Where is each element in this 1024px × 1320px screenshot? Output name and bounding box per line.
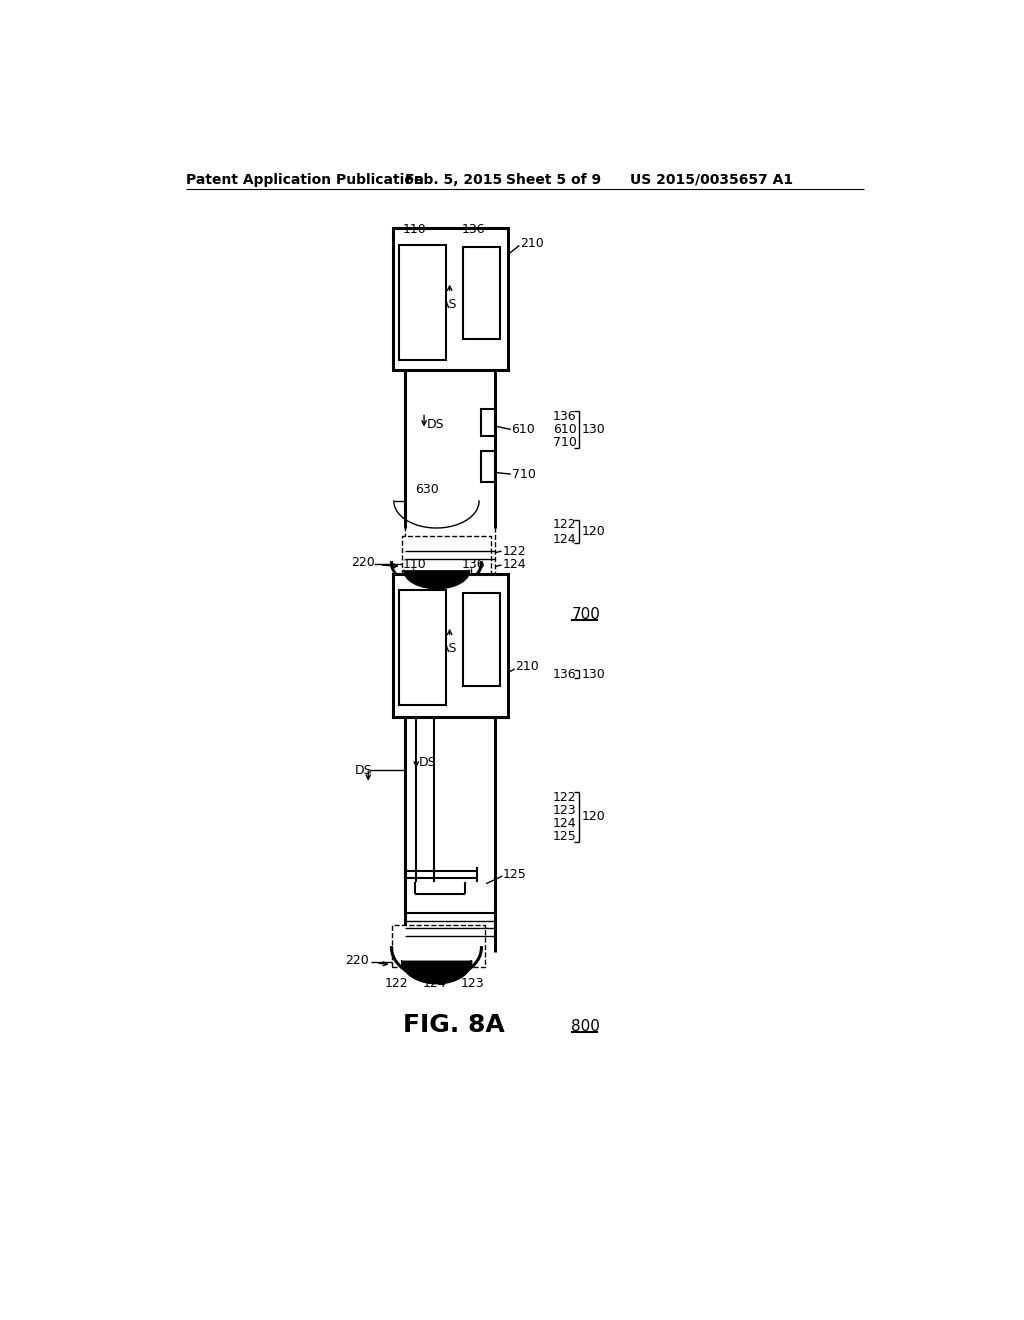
Text: US 2015/0035657 A1: US 2015/0035657 A1 bbox=[630, 173, 794, 187]
Text: FIG. 7: FIG. 7 bbox=[419, 601, 501, 624]
Text: DS: DS bbox=[426, 417, 444, 430]
Text: 220: 220 bbox=[351, 556, 375, 569]
Text: 220: 220 bbox=[345, 954, 369, 968]
Text: 110: 110 bbox=[403, 558, 427, 572]
Text: 130: 130 bbox=[583, 422, 606, 436]
Text: 120: 120 bbox=[583, 810, 606, 824]
Text: 210: 210 bbox=[520, 236, 544, 249]
Text: 124: 124 bbox=[423, 977, 446, 990]
Text: sensing unit: sensing unit bbox=[476, 261, 486, 325]
Text: 630: 630 bbox=[415, 483, 438, 496]
Text: 136: 136 bbox=[553, 668, 577, 681]
Text: Feb. 5, 2015: Feb. 5, 2015 bbox=[406, 173, 503, 187]
Text: 136: 136 bbox=[461, 558, 485, 572]
Bar bbox=[399, 244, 445, 360]
Text: 210: 210 bbox=[515, 660, 540, 673]
Text: sensing unit: sensing unit bbox=[476, 607, 486, 672]
Text: 800: 800 bbox=[571, 1019, 600, 1034]
Text: 120: 120 bbox=[583, 525, 606, 539]
Text: 136: 136 bbox=[553, 409, 577, 422]
Bar bbox=[406, 239, 496, 582]
Bar bbox=[401, 536, 492, 582]
Text: DS: DS bbox=[354, 764, 372, 777]
Text: Patent Application Publication: Patent Application Publication bbox=[186, 173, 424, 187]
Text: 123: 123 bbox=[460, 977, 484, 990]
Bar bbox=[463, 247, 500, 339]
Bar bbox=[393, 574, 508, 717]
Text: 710: 710 bbox=[553, 436, 577, 449]
Text: AS: AS bbox=[441, 298, 458, 312]
Text: FIG. 8A: FIG. 8A bbox=[403, 1012, 505, 1036]
Text: AS: AS bbox=[441, 643, 458, 656]
Text: 610: 610 bbox=[512, 422, 536, 436]
Text: 700: 700 bbox=[571, 607, 600, 622]
Text: 122: 122 bbox=[553, 517, 577, 531]
Bar bbox=[399, 590, 445, 705]
Text: signal generator: signal generator bbox=[418, 260, 427, 346]
Text: 610: 610 bbox=[553, 422, 577, 436]
Bar bbox=[481, 451, 496, 482]
Text: 122: 122 bbox=[553, 791, 577, 804]
Text: 122: 122 bbox=[384, 977, 408, 990]
Bar bbox=[463, 594, 500, 686]
Text: 130: 130 bbox=[583, 668, 606, 681]
Text: 124: 124 bbox=[503, 558, 526, 572]
Text: 124: 124 bbox=[553, 533, 577, 546]
Text: 125: 125 bbox=[553, 830, 577, 843]
Text: 110: 110 bbox=[403, 223, 427, 236]
Text: 136: 136 bbox=[461, 223, 485, 236]
Bar bbox=[393, 227, 508, 370]
Text: 710: 710 bbox=[512, 467, 536, 480]
Text: 124: 124 bbox=[553, 817, 577, 830]
Bar bbox=[391, 924, 484, 966]
Bar bbox=[481, 409, 496, 436]
Text: 122: 122 bbox=[503, 545, 526, 557]
Text: DS: DS bbox=[419, 756, 436, 770]
Text: Sheet 5 of 9: Sheet 5 of 9 bbox=[506, 173, 601, 187]
Text: signal generator: signal generator bbox=[418, 605, 427, 690]
Text: 123: 123 bbox=[553, 804, 577, 817]
Text: 125: 125 bbox=[503, 869, 527, 880]
